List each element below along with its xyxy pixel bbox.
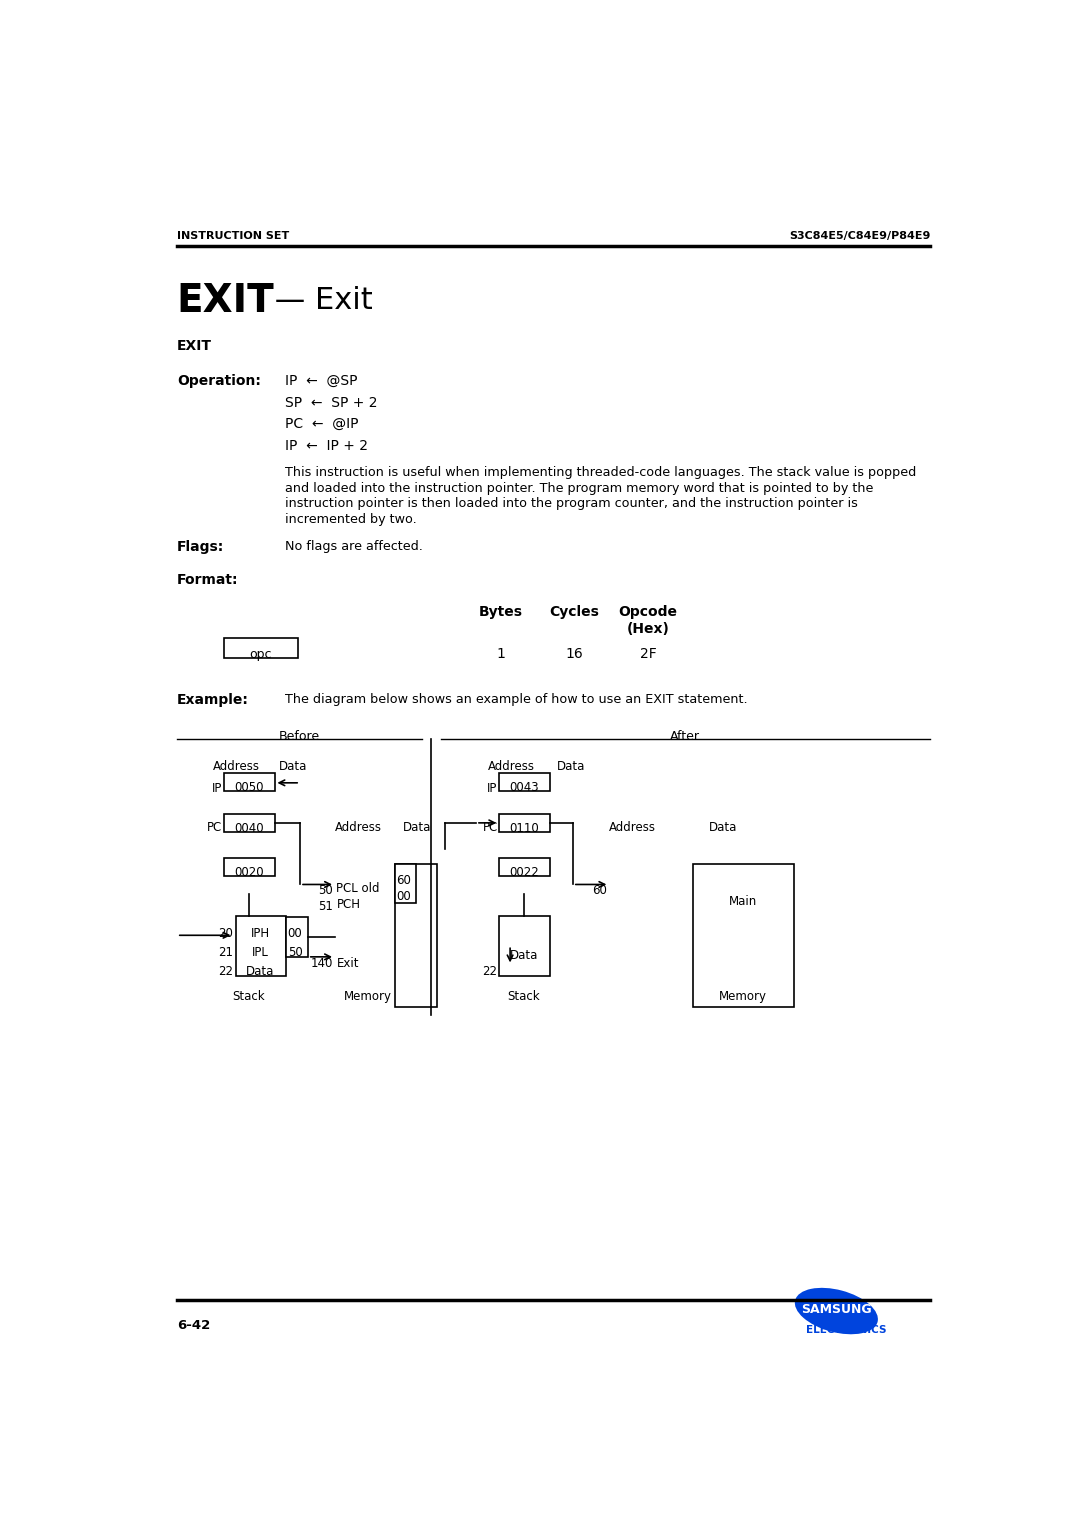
Text: 1: 1 [497, 647, 505, 662]
Text: Exit: Exit [337, 956, 359, 970]
Text: PC: PC [483, 820, 498, 834]
Bar [499, 814, 550, 833]
Text: IP: IP [487, 782, 498, 795]
Text: 16: 16 [566, 647, 583, 662]
Text: 50: 50 [287, 946, 302, 959]
Text: EXIT: EXIT [177, 339, 212, 354]
Bar [225, 814, 274, 833]
Text: No flags are affected.: No flags are affected. [284, 540, 422, 554]
Text: Address: Address [213, 761, 259, 773]
Text: 0040: 0040 [234, 822, 264, 836]
Text: 00: 00 [396, 891, 410, 903]
Text: Data: Data [279, 761, 307, 773]
Text: 6-42: 6-42 [177, 1319, 211, 1331]
Text: Main: Main [729, 895, 757, 909]
Text: PC: PC [206, 820, 221, 834]
Text: INSTRUCTION SET: INSTRUCTION SET [177, 230, 289, 241]
Text: After: After [671, 729, 700, 743]
Text: PC  ←  @IP: PC ← @IP [284, 416, 359, 432]
Text: 21: 21 [218, 946, 233, 959]
Text: Memory: Memory [343, 990, 391, 1003]
Text: 50: 50 [318, 884, 333, 898]
Text: 60: 60 [592, 884, 607, 898]
Text: 0050: 0050 [234, 781, 264, 795]
Text: Data: Data [403, 820, 431, 834]
Text: incremented by two.: incremented by two. [284, 512, 416, 526]
Text: 00: 00 [287, 927, 302, 939]
Text: 0110: 0110 [509, 822, 539, 836]
Text: Format:: Format: [177, 572, 239, 587]
Text: — Exit: — Exit [266, 287, 373, 316]
Text: instruction pointer is then loaded into the program counter, and the instruction: instruction pointer is then loaded into … [284, 497, 858, 511]
Text: 0020: 0020 [234, 866, 264, 878]
Text: 0043: 0043 [510, 781, 539, 795]
Text: IP  ←  IP + 2: IP ← IP + 2 [284, 439, 367, 453]
Text: 60: 60 [396, 874, 411, 888]
Text: The diagram below shows an example of how to use an EXIT statement.: The diagram below shows an example of ho… [284, 692, 747, 706]
Text: Data: Data [246, 965, 274, 979]
Text: Bytes: Bytes [478, 605, 523, 619]
Text: EXIT: EXIT [177, 282, 274, 320]
Text: S3C84E5/C84E9/P84E9: S3C84E5/C84E9/P84E9 [788, 230, 930, 241]
Text: Before: Before [279, 729, 320, 743]
Text: SP  ←  SP + 2: SP ← SP + 2 [284, 395, 377, 410]
Text: IPH: IPH [251, 927, 270, 939]
Text: PCH: PCH [337, 898, 361, 910]
Bar [235, 917, 286, 976]
Text: 20: 20 [218, 927, 233, 939]
Bar [225, 773, 274, 791]
Text: 0022: 0022 [509, 866, 539, 878]
Text: Data: Data [708, 820, 737, 834]
Bar [394, 865, 437, 1007]
Bar [225, 637, 298, 659]
Bar [499, 857, 550, 875]
Text: Address: Address [335, 820, 382, 834]
Bar [693, 865, 794, 1007]
Bar [499, 773, 550, 791]
Text: IP  ←  @SP: IP ← @SP [284, 374, 357, 387]
Text: Address: Address [609, 820, 657, 834]
Bar [394, 865, 416, 903]
Text: Stack: Stack [508, 990, 540, 1003]
Text: Address: Address [488, 761, 536, 773]
Text: IPL: IPL [252, 946, 269, 959]
Text: ELECTRONICS: ELECTRONICS [807, 1325, 887, 1334]
Ellipse shape [795, 1287, 878, 1334]
Bar [499, 917, 550, 976]
Text: Stack: Stack [232, 990, 266, 1003]
Text: 140: 140 [310, 956, 333, 970]
Text: Data: Data [557, 761, 585, 773]
Text: 22: 22 [218, 965, 233, 979]
Bar [225, 857, 274, 875]
Text: Operation:: Operation: [177, 374, 260, 387]
Text: SAMSUNG: SAMSUNG [801, 1302, 872, 1316]
Text: and loaded into the instruction pointer. The program memory word that is pointed: and loaded into the instruction pointer.… [284, 482, 873, 494]
Bar [286, 917, 308, 956]
Text: Data: Data [510, 949, 538, 962]
Text: IP: IP [212, 782, 221, 795]
Text: PCL old: PCL old [337, 881, 380, 895]
Text: This instruction is useful when implementing threaded-code languages. The stack : This instruction is useful when implemen… [284, 467, 916, 479]
Text: Flags:: Flags: [177, 540, 225, 554]
Text: 51: 51 [318, 900, 333, 913]
Text: 22: 22 [482, 965, 497, 979]
Text: Cycles: Cycles [550, 605, 599, 619]
Text: Example:: Example: [177, 692, 248, 706]
Text: 2F: 2F [639, 647, 657, 662]
Text: Opcode
(Hex): Opcode (Hex) [619, 605, 677, 636]
Text: Memory: Memory [719, 990, 768, 1003]
Text: opc: opc [249, 648, 272, 660]
